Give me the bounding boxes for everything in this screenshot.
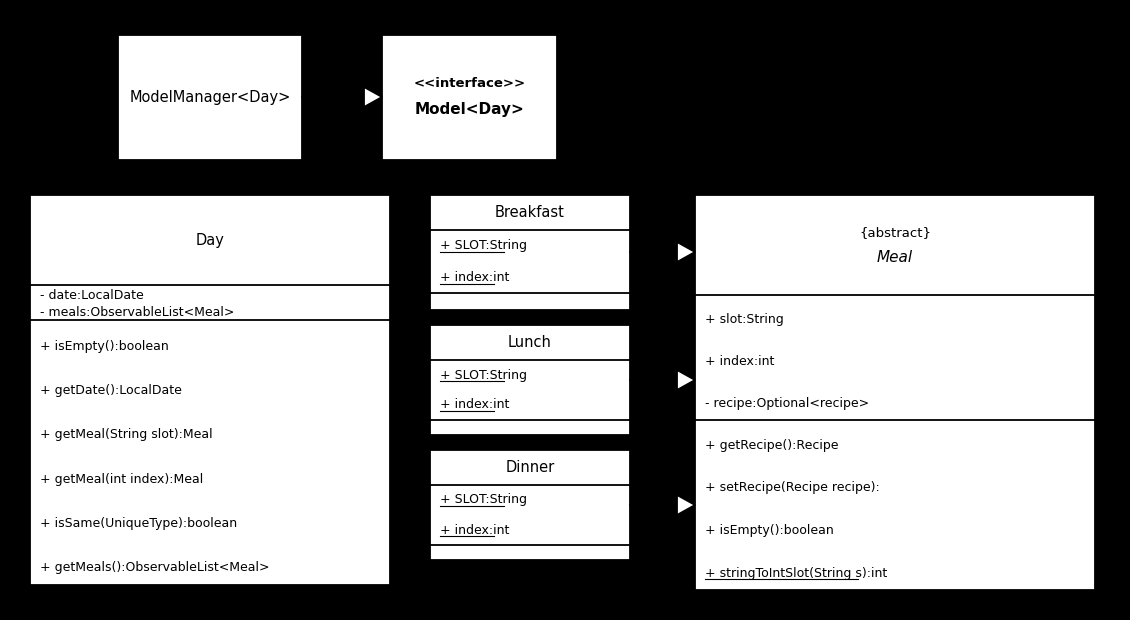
Text: + getDate():LocalDate: + getDate():LocalDate — [40, 384, 182, 397]
Text: + isSame(UniqueType):boolean: + isSame(UniqueType):boolean — [40, 516, 237, 529]
Polygon shape — [677, 495, 695, 515]
Polygon shape — [364, 87, 382, 107]
Text: - meals:ObservableList<Meal>: - meals:ObservableList<Meal> — [40, 306, 234, 319]
Bar — [695, 195, 1095, 590]
Text: ModelManager<Day>: ModelManager<Day> — [129, 90, 290, 105]
Bar — [431, 450, 631, 560]
Text: + isEmpty():boolean: + isEmpty():boolean — [705, 524, 834, 537]
Polygon shape — [677, 242, 695, 262]
Text: Dinner: Dinner — [505, 460, 555, 475]
Text: Lunch: Lunch — [508, 335, 551, 350]
Text: <<interface>>: <<interface>> — [414, 77, 525, 90]
Text: + getMeals():ObservableList<Meal>: + getMeals():ObservableList<Meal> — [40, 561, 269, 574]
Text: + SLOT:String: + SLOT:String — [440, 368, 527, 381]
Text: Breakfast: Breakfast — [495, 205, 565, 220]
Text: {abstract}: {abstract} — [859, 226, 931, 239]
Text: - recipe:Optional<recipe>: - recipe:Optional<recipe> — [705, 397, 869, 410]
Bar — [431, 325, 631, 435]
Text: + index:int: + index:int — [705, 355, 774, 368]
Text: + getMeal(String slot):Meal: + getMeal(String slot):Meal — [40, 428, 212, 441]
Bar — [382, 35, 557, 160]
Text: + getMeal(int index):Meal: + getMeal(int index):Meal — [40, 472, 203, 485]
Text: - date:LocalDate: - date:LocalDate — [40, 289, 144, 302]
Text: Model<Day>: Model<Day> — [415, 102, 524, 117]
Text: + getRecipe():Recipe: + getRecipe():Recipe — [705, 439, 838, 452]
Text: + slot:String: + slot:String — [705, 314, 784, 327]
Text: Day: Day — [195, 232, 225, 247]
Bar — [31, 195, 390, 585]
Text: + index:int: + index:int — [440, 271, 510, 284]
Bar — [118, 35, 302, 160]
Text: Meal: Meal — [877, 249, 913, 265]
Text: + setRecipe(Recipe recipe):: + setRecipe(Recipe recipe): — [705, 482, 880, 495]
Bar — [431, 195, 631, 310]
Text: + index:int: + index:int — [440, 523, 510, 536]
Text: + isEmpty():boolean: + isEmpty():boolean — [40, 340, 168, 353]
Text: + stringToIntSlot(String s):int: + stringToIntSlot(String s):int — [705, 567, 887, 580]
Text: + index:int: + index:int — [440, 399, 510, 412]
Text: + SLOT:String: + SLOT:String — [440, 494, 527, 507]
Polygon shape — [677, 370, 695, 390]
Text: + SLOT:String: + SLOT:String — [440, 239, 527, 252]
